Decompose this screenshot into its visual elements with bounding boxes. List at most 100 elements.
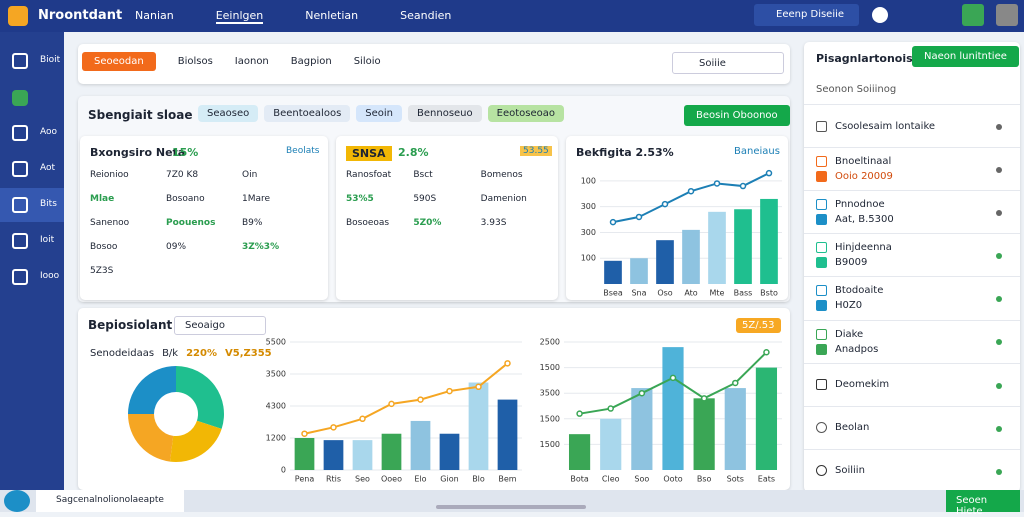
- card-grid: Reionioo 7Z0 K8 Oin Mlae Bosoano 1Mare Sanenoo…: [90, 170, 318, 276]
- item-row: Beolan: [816, 422, 1020, 434]
- menu-item[interactable]: Bits: [0, 188, 64, 222]
- card-text: Bosoano: [166, 194, 205, 204]
- x-tick-label: Oso: [657, 289, 672, 298]
- y-tick-label: 300: [581, 228, 596, 237]
- help[interactable]: [4, 490, 30, 512]
- chip[interactable]: Beentoealoos: [264, 105, 351, 122]
- line-point: [732, 379, 739, 387]
- tab[interactable]: Siloio: [353, 56, 381, 67]
- chip[interactable]: Seaoseo: [198, 105, 259, 122]
- chip[interactable]: Eeotoseoao: [487, 105, 564, 122]
- card-text: Bomenos: [480, 170, 523, 180]
- bar: [631, 388, 653, 470]
- card-text: B9%: [242, 218, 263, 228]
- line-point: [765, 169, 773, 177]
- legend-text: 220%: [186, 348, 217, 359]
- card-text: Oin: [242, 170, 258, 180]
- bar: [693, 398, 715, 470]
- item-sub-row: Anadpos: [816, 343, 1020, 355]
- menu-item[interactable]: Aoo: [0, 116, 64, 150]
- bar: [410, 420, 431, 470]
- icon: [12, 90, 28, 106]
- card: SNSA 2.8% 53.55 Ranosfoat Bsct Bomenos 53%5 590…: [336, 136, 558, 300]
- item-label: Soiliin: [835, 465, 865, 477]
- list-item[interactable]: Btodoaite H0Z0: [804, 276, 1020, 319]
- item-sub: Ooio 20009: [835, 171, 893, 183]
- menu-item[interactable]: Aot: [0, 152, 64, 186]
- nav-item[interactable]: Eeinlgen: [215, 9, 264, 24]
- line-point: [700, 395, 708, 402]
- tab[interactable]: Iaonon: [234, 56, 269, 67]
- bar: [604, 260, 622, 284]
- x-tick-label: Bota: [570, 475, 589, 484]
- list-item[interactable]: Deomekim: [804, 362, 1020, 406]
- y-tick-label: 100: [581, 176, 596, 185]
- y-tick-label: 2500: [540, 338, 560, 347]
- x-tick-label: Pena: [295, 475, 315, 484]
- item-icon: [816, 285, 827, 297]
- card-text: 3Z%3%: [242, 242, 280, 252]
- dropdown[interactable]: Seoaigo: [174, 316, 266, 335]
- list-item[interactable]: Diake Anadpos: [804, 319, 1020, 363]
- search[interactable]: Eeenp Diseiie: [754, 4, 859, 26]
- nav-item[interactable]: Nenletian: [305, 9, 359, 22]
- bar: [760, 198, 778, 284]
- card-text: 3.93S: [480, 218, 507, 228]
- chevron: [996, 339, 1002, 346]
- card-text: 7Z0 K8: [166, 170, 199, 180]
- menu-label: Bioit: [40, 55, 61, 65]
- line-point: [330, 424, 337, 431]
- item-sub-row: Ooio 20009: [816, 171, 1020, 183]
- item-icon: [816, 242, 827, 254]
- menu-item[interactable]: Bioit: [0, 44, 64, 78]
- scrollbar[interactable]: [436, 505, 586, 509]
- item-icon: [816, 171, 827, 183]
- item-label: Deomekim: [835, 379, 890, 391]
- avatar[interactable]: [996, 4, 1018, 26]
- item-row: Csoolesaim lontaike: [816, 120, 1020, 132]
- line-point: [475, 383, 482, 391]
- x-tick-label: Rtis: [326, 475, 341, 484]
- tab[interactable]: Seoeodan: [82, 52, 156, 71]
- y-tick-label: 100: [581, 254, 596, 263]
- list-item[interactable]: Csoolesaim lontaike: [804, 104, 1020, 147]
- dropdown[interactable]: Soiiie: [672, 52, 784, 74]
- nav-item[interactable]: Nanian: [135, 9, 174, 22]
- button[interactable]: Naeon lunitntiee: [912, 46, 1019, 67]
- button[interactable]: Beosin Oboonoo: [684, 105, 790, 126]
- badge: 5Z/.53: [736, 318, 781, 333]
- button[interactable]: Seoen Hiete: [946, 490, 1020, 517]
- bar: [381, 433, 402, 470]
- list-item[interactable]: Beolan: [804, 405, 1020, 449]
- list-item[interactable]: Soiliin: [804, 448, 1020, 492]
- tab[interactable]: Biolsos: [177, 56, 213, 67]
- bar: [630, 258, 648, 284]
- menu-label: Bits: [40, 199, 57, 209]
- list-item[interactable]: Bnoeltinaal Ooio 20009: [804, 147, 1020, 190]
- nav-item[interactable]: Seandien: [400, 9, 452, 22]
- tab[interactable]: Bagpion: [290, 56, 332, 67]
- menu-item[interactable]: Ioit: [0, 224, 64, 258]
- card-text: Bsct: [413, 170, 433, 180]
- x-tick-label: Bem: [498, 475, 516, 484]
- menu-item[interactable]: Iooo: [0, 260, 64, 294]
- bar: [497, 399, 518, 470]
- chip[interactable]: Bennoseuo: [408, 105, 482, 122]
- list-item[interactable]: Pnnodnoe Aat, B.5300: [804, 190, 1020, 233]
- avatar[interactable]: [962, 4, 984, 26]
- footer: Sagcenalnolionolaeapte Seoen Hiete: [0, 490, 1024, 517]
- item-icon: [816, 214, 827, 226]
- card-text: Reionioo: [90, 170, 129, 180]
- line-point: [661, 200, 669, 208]
- list-item[interactable]: Hinjdeenna B9009: [804, 233, 1020, 276]
- card-title: Bekfigita: [576, 146, 632, 159]
- line-point: [669, 374, 677, 382]
- chip[interactable]: Seoin: [356, 105, 403, 122]
- item-row: Soiliin: [816, 465, 1020, 477]
- item-sub-row: H0Z0: [816, 300, 1020, 312]
- bar: [294, 438, 315, 470]
- card-text: 09%: [166, 242, 187, 252]
- item-row: Hinjdeenna: [816, 242, 1020, 254]
- card-tag: Beolats: [286, 146, 320, 156]
- notify[interactable]: [872, 7, 888, 23]
